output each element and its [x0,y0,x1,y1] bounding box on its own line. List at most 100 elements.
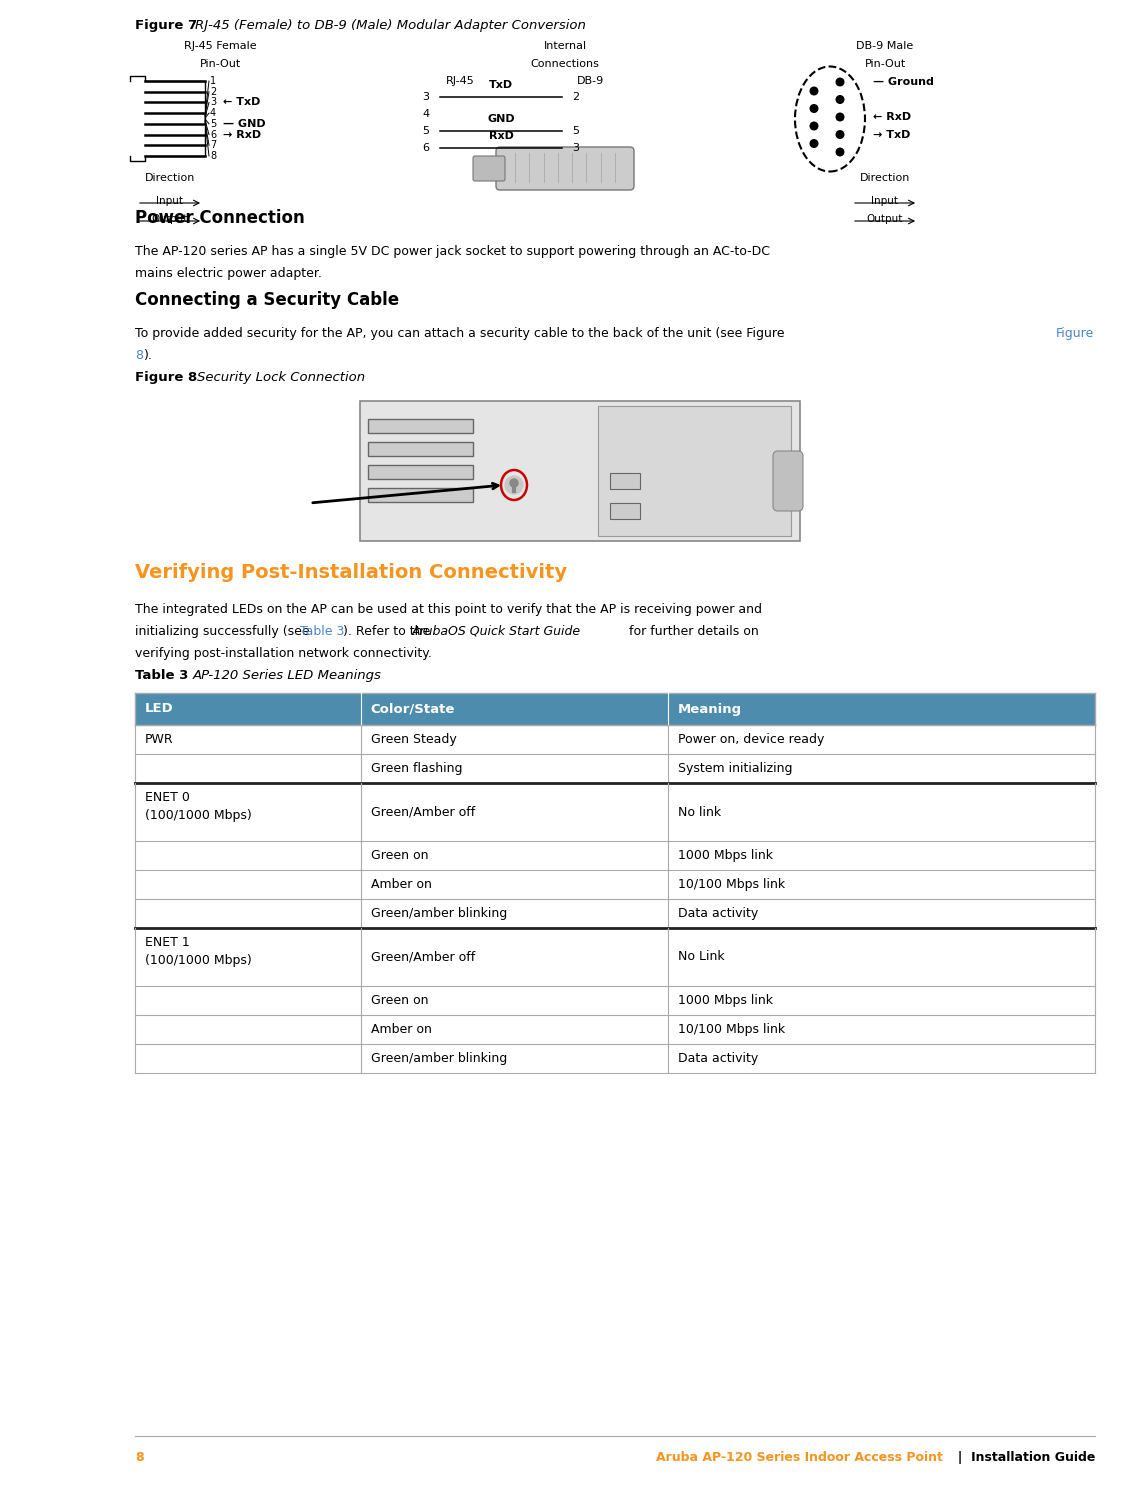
Text: RJ-45 (Female) to DB-9 (Male) Modular Adapter Conversion: RJ-45 (Female) to DB-9 (Male) Modular Ad… [195,19,585,31]
FancyBboxPatch shape [134,1044,1095,1074]
Text: ENET 0
(100/1000 Mbps): ENET 0 (100/1000 Mbps) [145,792,252,822]
FancyBboxPatch shape [368,465,473,479]
Text: ).: ). [144,349,153,362]
Text: Internal: Internal [544,40,586,51]
Text: Green on: Green on [371,994,428,1006]
FancyBboxPatch shape [368,488,473,502]
FancyBboxPatch shape [134,693,1095,725]
Text: Security Lock Connection: Security Lock Connection [197,371,365,385]
Text: Green Steady: Green Steady [371,734,457,746]
Text: Green/Amber off: Green/Amber off [371,805,475,819]
Text: |  Installation Guide: | Installation Guide [948,1451,1095,1464]
Text: 8: 8 [801,103,807,113]
FancyBboxPatch shape [134,841,1095,871]
Text: DB-9: DB-9 [576,76,603,86]
Text: Figure: Figure [1055,327,1094,340]
Text: 6: 6 [801,139,807,149]
FancyBboxPatch shape [134,986,1095,1015]
FancyBboxPatch shape [134,871,1095,899]
FancyBboxPatch shape [368,419,473,432]
Text: To provide added security for the AP, you can attach a security cable to the bac: To provide added security for the AP, yo… [134,327,784,340]
Text: 8: 8 [210,151,216,161]
FancyBboxPatch shape [134,927,1095,986]
Text: Input: Input [156,195,183,206]
Circle shape [810,104,818,112]
Text: ). Refer to the: ). Refer to the [344,625,434,638]
Text: Pin-Out: Pin-Out [864,60,905,69]
Text: ← TxD: ← TxD [223,97,260,107]
Text: Data activity: Data activity [678,1053,758,1065]
Text: 8: 8 [134,349,144,362]
Text: System initializing: System initializing [678,762,792,775]
Text: Figure 7: Figure 7 [134,19,202,31]
Text: 8: 8 [134,1451,144,1464]
Text: The AP-120 series AP has a single 5V DC power jack socket to support powering th: The AP-120 series AP has a single 5V DC … [134,245,770,258]
Text: initializing successfully (see: initializing successfully (see [134,625,314,638]
Text: 9: 9 [801,86,807,95]
Text: for further details on: for further details on [625,625,758,638]
Text: Amber on: Amber on [371,1023,432,1036]
Text: 7: 7 [801,121,807,131]
Text: No Link: No Link [678,950,724,963]
Text: 3: 3 [421,92,429,101]
Text: DB-9 Male: DB-9 Male [857,40,914,51]
Text: LED: LED [145,702,174,716]
Text: 5: 5 [572,127,579,136]
FancyBboxPatch shape [134,783,1095,841]
Text: Power Connection: Power Connection [134,209,305,227]
Circle shape [836,148,844,155]
Text: Green flashing: Green flashing [371,762,462,775]
Circle shape [836,131,844,139]
Text: → TxD: → TxD [873,130,911,140]
Text: 6: 6 [421,143,429,154]
FancyBboxPatch shape [134,725,1095,754]
FancyBboxPatch shape [360,401,800,541]
FancyBboxPatch shape [496,148,634,189]
Text: TxD: TxD [489,81,513,89]
FancyBboxPatch shape [609,473,640,489]
Text: ← RxD: ← RxD [873,112,911,122]
Circle shape [836,113,844,121]
Circle shape [836,95,844,103]
FancyBboxPatch shape [134,899,1095,927]
Text: RxD: RxD [488,131,513,142]
Text: → RxD: → RxD [223,130,261,140]
Ellipse shape [796,67,864,171]
Text: 5: 5 [210,119,216,128]
Text: Green/amber blinking: Green/amber blinking [371,1053,507,1065]
Text: Output: Output [867,215,903,224]
Circle shape [810,122,818,130]
Text: Table 3: Table 3 [134,669,193,681]
Circle shape [810,86,818,95]
Text: 5: 5 [421,127,429,136]
FancyBboxPatch shape [609,502,640,519]
Text: Pin-Out: Pin-Out [199,60,241,69]
Text: 1000 Mbps link: 1000 Mbps link [678,994,773,1006]
Text: AP-120 Series LED Meanings: AP-120 Series LED Meanings [193,669,382,681]
Text: Green/Amber off: Green/Amber off [371,950,475,963]
Text: Connecting a Security Cable: Connecting a Security Cable [134,291,399,309]
Text: GND: GND [487,113,515,124]
Text: Data activity: Data activity [678,907,758,920]
Text: Color/State: Color/State [371,702,455,716]
Text: Green/amber blinking: Green/amber blinking [371,907,507,920]
Text: Green on: Green on [371,848,428,862]
Text: mains electric power adapter.: mains electric power adapter. [134,267,322,280]
Circle shape [836,78,844,86]
Text: The integrated LEDs on the AP can be used at this point to verify that the AP is: The integrated LEDs on the AP can be use… [134,602,762,616]
Text: Table 3: Table 3 [299,625,345,638]
Text: Meaning: Meaning [678,702,742,716]
Text: Direction: Direction [145,173,195,183]
FancyBboxPatch shape [773,450,803,511]
Text: 10/100 Mbps link: 10/100 Mbps link [678,1023,785,1036]
Text: 2: 2 [827,130,833,140]
Text: 5: 5 [827,78,833,86]
Text: 2: 2 [572,92,580,101]
Text: Figure 8: Figure 8 [134,371,202,385]
Text: Direction: Direction [860,173,910,183]
Text: RJ-45 Female: RJ-45 Female [184,40,257,51]
Text: 3: 3 [572,143,579,154]
Text: PWR: PWR [145,734,174,746]
Text: 10/100 Mbps link: 10/100 Mbps link [678,878,785,892]
Text: ENET 1
(100/1000 Mbps): ENET 1 (100/1000 Mbps) [145,936,252,968]
